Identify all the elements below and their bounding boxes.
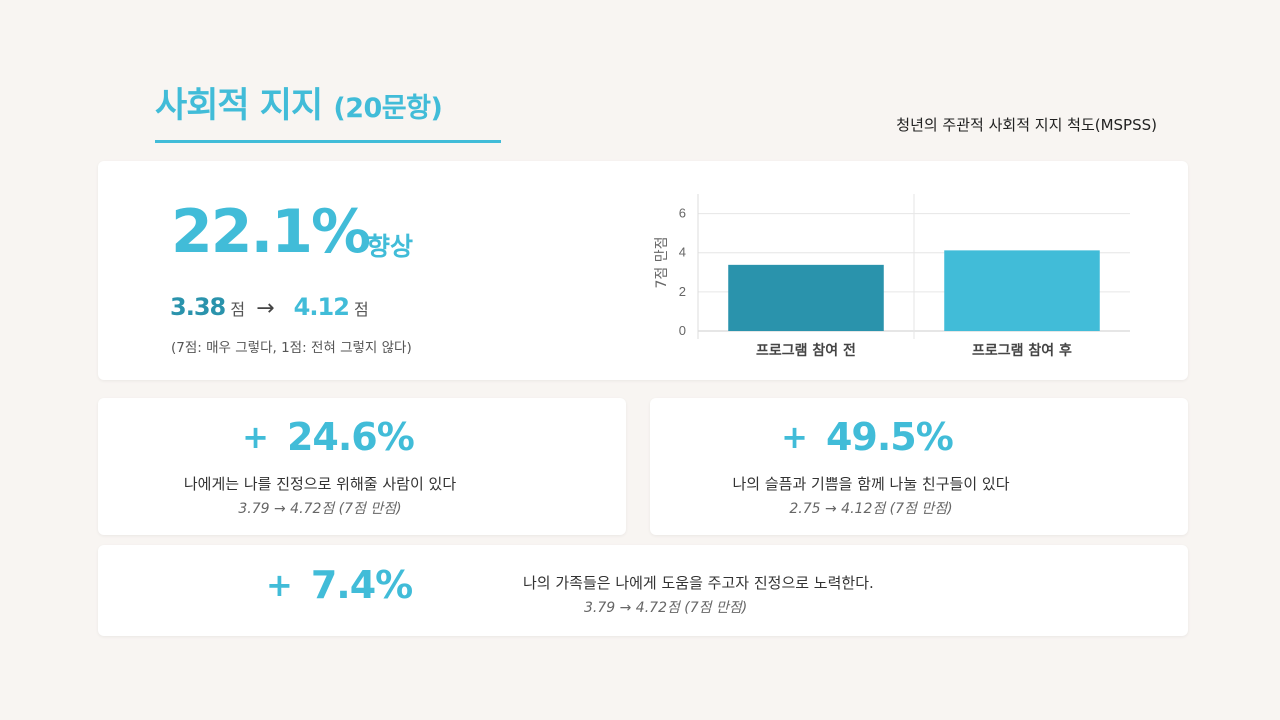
bar-1 [728, 264, 884, 331]
stat-percent: 24.6% [286, 415, 415, 459]
stat-row: +24.6% [64, 415, 592, 459]
improvement-percent: 22.1% [171, 197, 371, 267]
improvement-word: 향상 [367, 232, 414, 261]
bar-2 [944, 250, 1100, 331]
stat-description: 나의 슬픔과 기쁨을 함께 나눌 친구들이 있다 [732, 475, 1010, 493]
before-score: 3.38 [170, 293, 226, 321]
stat-percent: 7.4% [310, 563, 413, 607]
y-tick-label: 4 [679, 245, 686, 260]
x-tick-label: 프로그램 참여 후 [972, 342, 1072, 359]
y-tick-label: 2 [679, 284, 686, 299]
stat-percent: 49.5% [825, 415, 954, 459]
stat-card-2: +49.5% 나의 슬픔과 기쁨을 함께 나눌 친구들이 있다 2.75 → 4… [650, 398, 1188, 535]
x-tick-label: 프로그램 참여 전 [756, 342, 856, 359]
page-title-main: 사회적 지지 [155, 86, 323, 126]
after-score: 4.12 [293, 293, 350, 321]
plus-icon: + [266, 566, 293, 604]
y-tick-label: 0 [679, 323, 686, 338]
stat-description: 나에게는 나를 진정으로 위해줄 사람이 있다 [183, 475, 457, 493]
page-title-wrap: 사회적 지지 (20문항) [155, 84, 501, 143]
stat-detail: 3.79 → 4.72점 (7점 만점) [238, 501, 402, 517]
score-change: 3.38 점 → 4.12 점 [170, 293, 369, 321]
after-unit: 점 [353, 300, 369, 319]
summary-card: 22.1% 향상 3.38 점 → 4.12 점 (7점: 매우 그렇다, 1점… [98, 161, 1188, 380]
plus-icon: + [781, 418, 808, 456]
plus-icon: + [242, 418, 269, 456]
stat-detail: 3.79 → 4.72점 (7점 만점) [584, 600, 748, 616]
y-tick-label: 6 [679, 206, 686, 221]
stat-description: 나의 가족들은 나에게 도움을 주고자 진정으로 노력한다. [523, 574, 874, 592]
page-subtitle: 청년의 주관적 사회적 지지 척도(MSPSS) [896, 116, 1157, 134]
stat-detail: 2.75 → 4.12점 (7점 만점) [789, 501, 953, 517]
before-unit: 점 [230, 300, 246, 319]
stat-row: +7.4% [266, 563, 413, 607]
page-title: 사회적 지지 (20문항) [155, 84, 501, 131]
arrow-icon: → [256, 296, 275, 321]
scale-note: (7점: 매우 그렇다, 1점: 전혀 그렇지 않다) [171, 340, 412, 356]
stat-card-3: +7.4% 나의 가족들은 나에게 도움을 주고자 진정으로 노력한다. 3.7… [98, 545, 1188, 636]
stat-card-1: +24.6% 나에게는 나를 진정으로 위해줄 사람이 있다 3.79 → 4.… [98, 398, 626, 535]
y-axis-label: 7점 만점 [654, 237, 670, 289]
page-title-sub: (20문항) [333, 93, 443, 124]
stat-row: +49.5% [598, 415, 1136, 459]
